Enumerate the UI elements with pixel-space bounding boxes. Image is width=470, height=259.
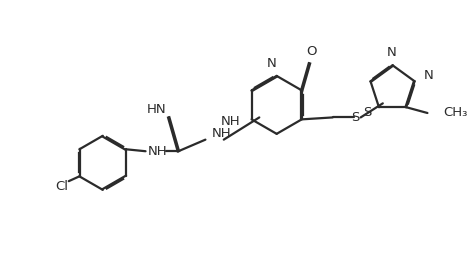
Text: HN: HN: [146, 103, 166, 116]
Text: NH: NH: [220, 115, 240, 128]
Text: N: N: [387, 46, 397, 59]
Text: N: N: [267, 57, 277, 70]
Text: CH₃: CH₃: [443, 106, 467, 119]
Text: NH: NH: [212, 127, 232, 140]
Text: O: O: [306, 45, 317, 58]
Text: N: N: [423, 69, 433, 82]
Text: Cl: Cl: [55, 179, 69, 192]
Text: NH: NH: [148, 145, 167, 158]
Text: S: S: [351, 111, 359, 124]
Text: S: S: [363, 106, 371, 119]
